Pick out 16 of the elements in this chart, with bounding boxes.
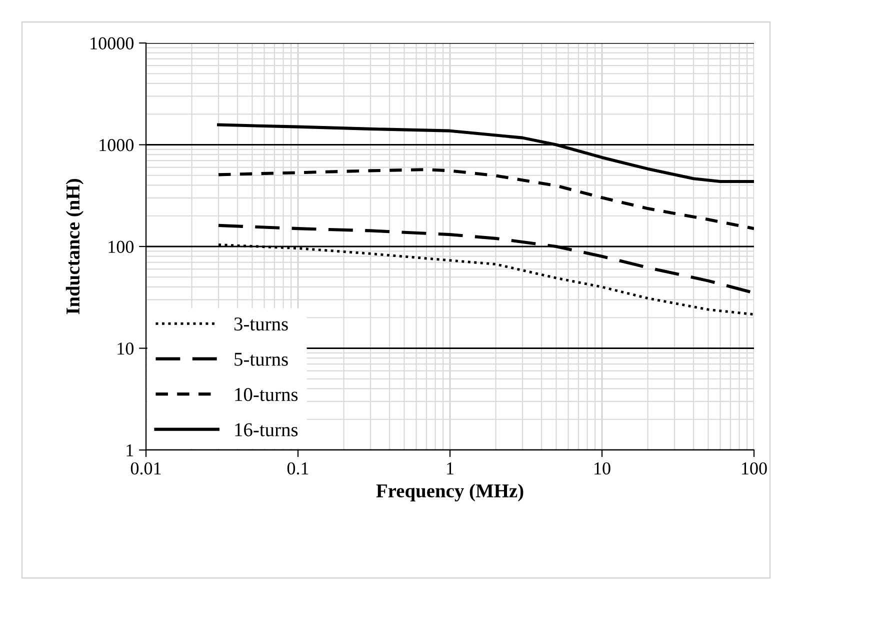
legend-label: 3-turns xyxy=(234,318,288,331)
x-axis-title: Frequency (MHz) xyxy=(376,484,524,502)
legend-label: 5-turns xyxy=(234,352,288,366)
y-tick-label: 1 xyxy=(126,444,134,456)
x-tick-label: 100 xyxy=(742,462,767,475)
x-tick-label: 0.01 xyxy=(130,462,161,475)
x-tick-label: 10 xyxy=(594,462,610,475)
y-tick-label: 10000 xyxy=(90,37,134,50)
x-tick-label: 0.1 xyxy=(287,462,308,475)
x-tick-label: 1 xyxy=(447,462,454,474)
y-tick-label: 100 xyxy=(108,240,134,253)
y-tick-label: 1000 xyxy=(100,139,134,152)
legend-label: 16-turns xyxy=(235,423,298,436)
y-tick-label: 10 xyxy=(118,342,134,355)
y-axis-title: Inductance (nH) xyxy=(66,179,84,314)
legend-label: 10-turns xyxy=(235,388,298,402)
